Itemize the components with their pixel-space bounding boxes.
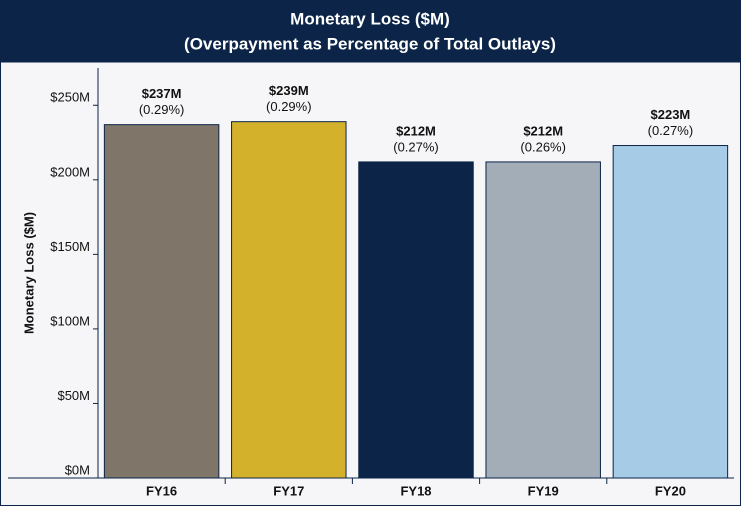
percent-label: (0.29%): [266, 99, 312, 114]
y-tick-label: $50M: [57, 388, 90, 403]
percent-label: (0.27%): [393, 139, 439, 154]
value-label: $212M: [396, 123, 436, 138]
bar: [612, 145, 729, 479]
y-axis-label: Monetary Loss ($M): [21, 212, 36, 334]
title-bar: [0, 0, 741, 63]
x-tick-label: FY16: [146, 483, 177, 498]
value-label: $239M: [269, 83, 309, 98]
bar: [231, 121, 347, 479]
y-tick-label: $250M: [50, 90, 90, 105]
percent-label: (0.29%): [139, 102, 185, 117]
y-tick-label: $0M: [65, 462, 90, 477]
value-label: $237M: [142, 86, 182, 101]
bar: [103, 124, 220, 479]
bar: [358, 161, 474, 479]
y-tick-label: $100M: [50, 313, 90, 328]
x-tick-label: FY17: [273, 483, 304, 498]
x-tick-label: FY19: [528, 483, 559, 498]
percent-label: (0.26%): [520, 139, 566, 154]
bar: [485, 161, 601, 479]
value-label: $223M: [651, 107, 691, 122]
value-label: $212M: [523, 123, 563, 138]
y-tick-label: $150M: [50, 239, 90, 254]
x-tick-label: FY18: [400, 483, 431, 498]
y-tick-label: $200M: [50, 164, 90, 179]
percent-label: (0.27%): [648, 123, 694, 138]
chart-title: Monetary Loss ($M): [290, 9, 450, 28]
chart-subtitle: (Overpayment as Percentage of Total Outl…: [184, 34, 556, 53]
x-tick-label: FY20: [655, 483, 686, 498]
